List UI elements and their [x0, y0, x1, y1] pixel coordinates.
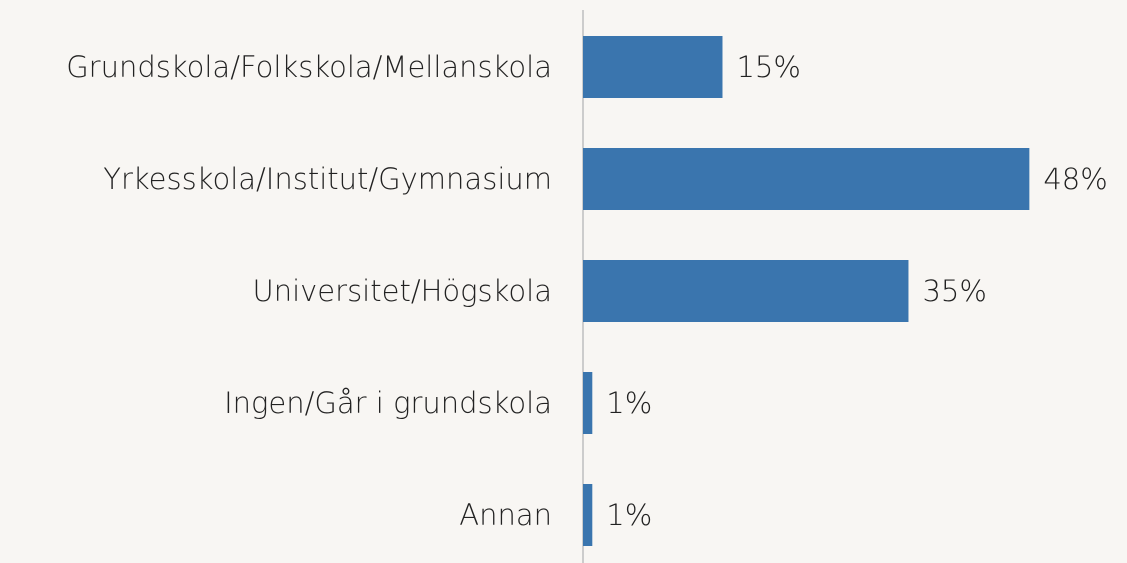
value-label: 1%	[606, 498, 652, 532]
category-label: Universitet/Högskola	[252, 274, 552, 308]
bar	[583, 484, 593, 546]
bar	[583, 372, 593, 434]
category-label: Grundskola/Folkskola/Mellanskola	[66, 50, 552, 84]
bar	[583, 36, 723, 98]
value-label: 1%	[606, 386, 652, 420]
bar	[583, 148, 1030, 210]
category-label: Annan	[459, 498, 552, 532]
value-label: 35%	[922, 274, 986, 308]
category-label: Yrkesskola/Institut/Gymnasium	[103, 162, 552, 196]
value-label: 15%	[736, 50, 800, 84]
value-label: 48%	[1043, 162, 1107, 196]
bar	[583, 260, 909, 322]
category-label: Ingen/Går i grundskola	[224, 386, 552, 420]
